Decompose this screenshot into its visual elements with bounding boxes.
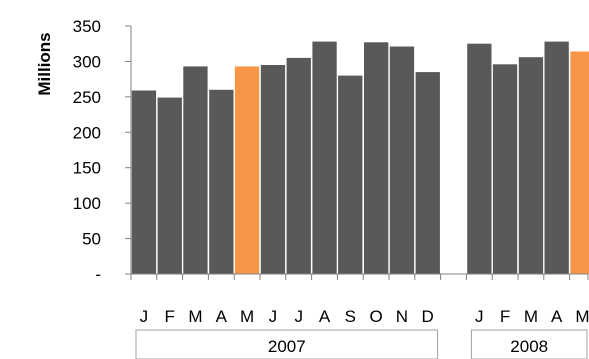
- x-tick-label: A: [551, 307, 563, 326]
- y-tick-label: 350: [73, 17, 101, 36]
- x-tick-label: M: [240, 307, 254, 326]
- x-tick-label: J: [269, 307, 278, 326]
- bar: [518, 57, 544, 275]
- x-tick-label: F: [500, 307, 510, 326]
- bar: [467, 43, 492, 275]
- bar: [544, 41, 569, 274]
- x-group-label: 2007: [268, 337, 306, 356]
- x-tick-label: O: [369, 307, 382, 326]
- x-tick-label: F: [165, 307, 175, 326]
- x-tick-label: M: [575, 307, 589, 326]
- y-tick-label: 100: [73, 194, 101, 213]
- bar: [260, 65, 286, 274]
- bars: [131, 41, 589, 275]
- y-axis-title: Millions: [35, 32, 54, 95]
- x-tick-label: A: [216, 307, 228, 326]
- x-tick-label: J: [475, 307, 484, 326]
- bar: [131, 90, 157, 274]
- y-tick-label: 50: [82, 230, 101, 249]
- y-tick-label: 200: [73, 123, 101, 142]
- bar: [157, 97, 182, 274]
- bar: [415, 72, 440, 274]
- y-tick-label: -: [95, 265, 101, 284]
- bar: [183, 66, 208, 275]
- x-group-label: 2008: [510, 337, 548, 356]
- x-tick-label: J: [294, 307, 303, 326]
- bar: [389, 46, 415, 274]
- y-tick-label: 300: [73, 52, 101, 71]
- x-tick-label: A: [319, 307, 331, 326]
- bar: [209, 89, 234, 274]
- bar: [312, 41, 337, 274]
- bar: [338, 75, 363, 274]
- x-tick-label: M: [524, 307, 538, 326]
- x-tick-label: N: [396, 307, 408, 326]
- x-tick-label: D: [422, 307, 434, 326]
- bar: [234, 66, 260, 275]
- x-tick-label: J: [140, 307, 149, 326]
- y-tick-label: 250: [73, 88, 101, 107]
- y-tick-label: 150: [73, 159, 101, 178]
- bar: [492, 64, 518, 274]
- bar: [286, 57, 311, 275]
- bar: [364, 42, 389, 274]
- x-group-box: [470, 329, 588, 359]
- y-axis: - 50 100 150 200 250 300 350: [73, 17, 132, 284]
- bar: [570, 51, 589, 274]
- x-group-box: [135, 329, 439, 359]
- x-tick-label: S: [345, 307, 356, 326]
- x-tick-label: M: [188, 307, 202, 326]
